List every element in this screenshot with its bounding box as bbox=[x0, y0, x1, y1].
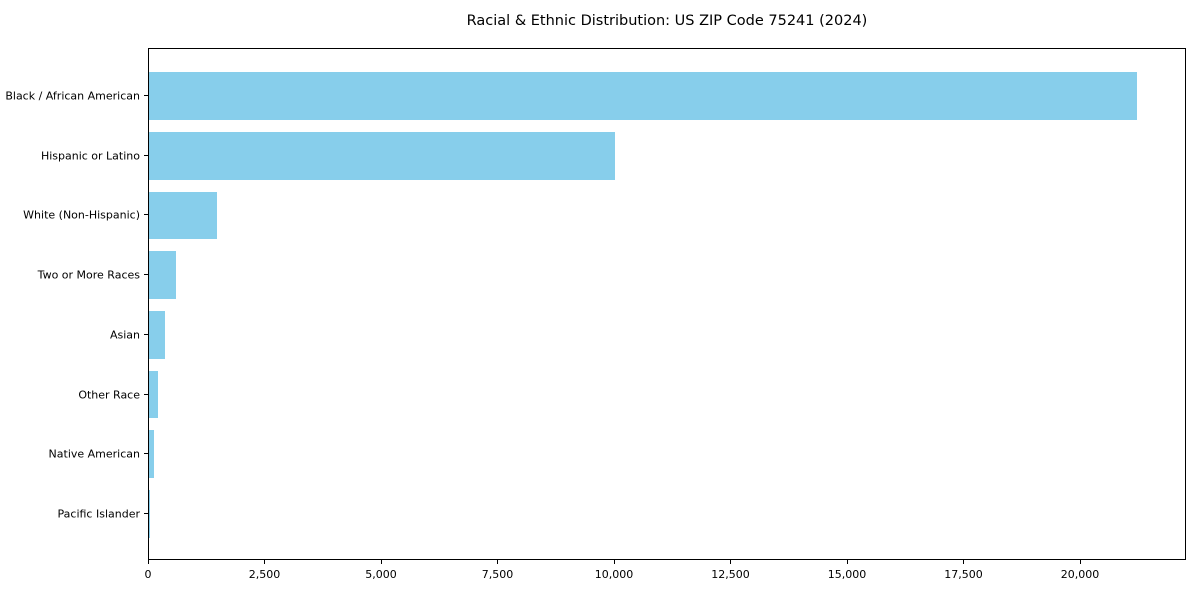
y-axis-label: Black / African American bbox=[5, 89, 140, 103]
bar-asian bbox=[149, 310, 166, 359]
y-axis-tick bbox=[144, 214, 148, 216]
bar-hispanic-or-latino bbox=[149, 131, 615, 180]
x-axis-label: 5,000 bbox=[365, 568, 397, 581]
x-axis-label: 17,500 bbox=[944, 568, 983, 581]
bar-black-african-american bbox=[149, 72, 1137, 120]
y-axis-tick bbox=[144, 512, 148, 514]
bar-native-american bbox=[149, 430, 155, 479]
x-axis-tick bbox=[380, 560, 382, 564]
x-axis-label: 20,000 bbox=[1060, 568, 1100, 581]
x-axis-tick bbox=[1079, 560, 1081, 564]
x-axis-label: 2,500 bbox=[248, 568, 281, 581]
bar-white-non-hispanic bbox=[149, 191, 217, 240]
x-axis-label: 15,000 bbox=[827, 568, 867, 581]
x-axis-tick bbox=[497, 560, 499, 564]
y-axis-label: Hispanic or Latino bbox=[40, 149, 140, 163]
y-axis-tick bbox=[144, 154, 148, 156]
x-axis-tick bbox=[963, 560, 965, 564]
bar-pacific-islander bbox=[149, 489, 150, 538]
y-axis-label: Native American bbox=[48, 447, 140, 461]
x-axis-label: 0 bbox=[144, 568, 152, 581]
y-axis-label: Two or More Races bbox=[37, 268, 140, 282]
bar-other-race bbox=[149, 370, 159, 419]
y-axis-tick bbox=[144, 453, 148, 455]
y-axis-tick bbox=[144, 333, 148, 335]
y-axis-tick bbox=[144, 95, 148, 97]
x-axis-label: 7,500 bbox=[481, 568, 514, 581]
x-axis-label: 10,000 bbox=[594, 568, 634, 581]
x-axis-tick bbox=[613, 560, 615, 564]
x-axis-label: 12,500 bbox=[711, 568, 750, 581]
plot-area bbox=[148, 48, 1186, 560]
y-axis-label: Asian bbox=[109, 328, 140, 342]
y-axis-label: Other Race bbox=[78, 388, 140, 401]
y-axis-label: White (Non-Hispanic) bbox=[23, 208, 140, 222]
x-axis-tick bbox=[148, 560, 149, 564]
chart-title: Racial & Ethnic Distribution: US ZIP Cod… bbox=[466, 13, 868, 29]
x-axis-tick bbox=[730, 560, 732, 564]
bar-two-or-more-races bbox=[149, 251, 177, 300]
y-axis-tick bbox=[144, 393, 148, 395]
y-axis-label: Pacific Islander bbox=[57, 507, 140, 521]
x-axis-tick bbox=[264, 560, 266, 564]
x-axis-tick bbox=[846, 560, 848, 564]
y-axis-tick bbox=[144, 274, 148, 276]
